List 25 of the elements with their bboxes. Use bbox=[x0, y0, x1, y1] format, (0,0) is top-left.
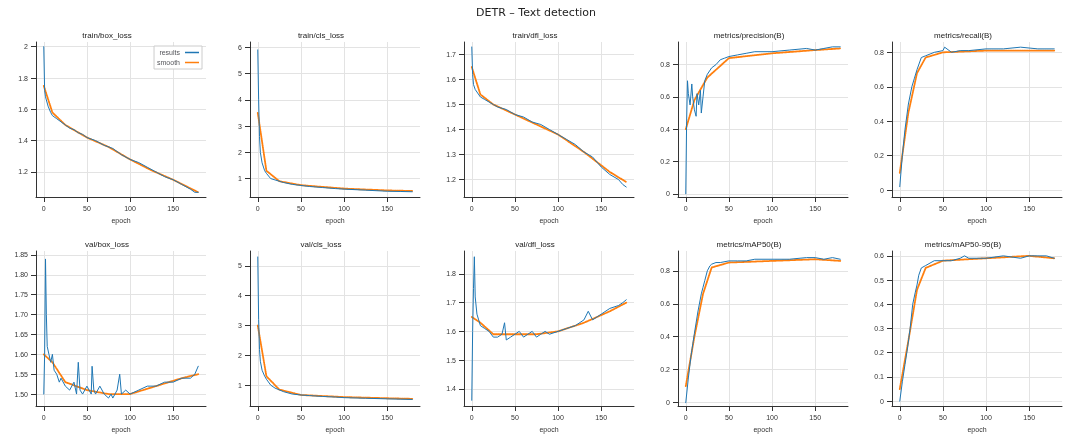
line-series bbox=[470, 301, 628, 336]
line-series bbox=[43, 258, 199, 399]
chart-title: metrics/recall(B) bbox=[934, 30, 993, 40]
line-series bbox=[42, 353, 200, 395]
line-series bbox=[471, 46, 627, 188]
chart-title: val/dfl_loss bbox=[515, 239, 555, 249]
line-series bbox=[256, 112, 414, 192]
line-series bbox=[256, 324, 414, 400]
line-series bbox=[257, 49, 413, 193]
chart-title: metrics/precision(B) bbox=[713, 30, 785, 40]
chart-title: val/box_loss bbox=[84, 239, 130, 249]
line-series bbox=[471, 256, 627, 401]
line-series bbox=[685, 46, 841, 195]
line-series bbox=[43, 46, 199, 193]
line-series bbox=[42, 84, 200, 194]
chart-title: train/dfl_loss bbox=[512, 30, 558, 40]
text: DETR – Text detection bbox=[475, 6, 597, 19]
chart-title: metrics/mAP50(B) bbox=[716, 239, 782, 249]
chart-title: train/box_loss bbox=[82, 30, 132, 40]
line-series bbox=[470, 66, 628, 183]
chart-title: train/cls_loss bbox=[297, 30, 345, 40]
chart-title: metrics/mAP50-95(B) bbox=[924, 239, 1002, 249]
chart-title: val/cls_loss bbox=[300, 239, 342, 249]
line-series bbox=[257, 256, 413, 400]
line-series bbox=[684, 47, 842, 131]
